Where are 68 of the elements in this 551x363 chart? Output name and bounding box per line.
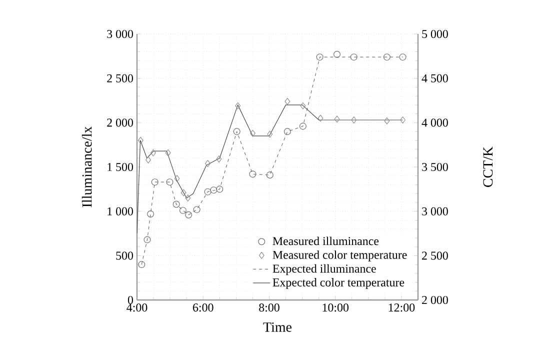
point: [350, 54, 358, 61]
point: [216, 186, 224, 193]
y-tick-label: 3 000: [107, 30, 134, 38]
point: [400, 116, 406, 124]
point: [165, 149, 171, 156]
y-tick-label: 0: [128, 296, 134, 304]
legend-label: Expected illuminance: [272, 264, 376, 276]
y2-tick-label: 2 000: [422, 296, 448, 304]
point: [179, 206, 186, 214]
point: [185, 211, 192, 218]
point: [266, 171, 274, 178]
y2-tick-label: 4 000: [422, 118, 448, 127]
y2-tick-label: 5 000: [422, 30, 448, 38]
x-tick-label: 12:00: [388, 304, 415, 312]
point: [250, 130, 256, 137]
point: [204, 188, 212, 196]
point: [316, 54, 324, 61]
point: [299, 122, 306, 130]
point: [205, 160, 210, 167]
y-tick-label: 500: [116, 252, 134, 260]
y-axis-title: Illuminance/lx: [82, 126, 92, 208]
point: [166, 178, 174, 186]
point: [146, 156, 151, 164]
point: [383, 54, 390, 61]
point: [174, 175, 180, 182]
y-tick-label: 1 000: [108, 207, 134, 216]
y2-tick-label: 2 500: [422, 252, 448, 260]
x-tick-label: 6:00: [193, 304, 214, 312]
y2-axis-title: CCT/K: [483, 146, 493, 187]
point: [334, 50, 340, 58]
point: [138, 136, 144, 144]
y2-tick-label: 3 500: [422, 162, 448, 172]
line-series: [137, 104, 404, 234]
point: [147, 210, 154, 218]
point: [138, 261, 146, 268]
point: [334, 116, 340, 123]
point: [351, 116, 357, 124]
point: [180, 189, 186, 196]
y-tick-label: 1 500: [108, 162, 134, 172]
point: [144, 236, 151, 244]
point: [193, 206, 200, 214]
point: [249, 170, 256, 178]
legend-label: Measured illuminance: [272, 236, 379, 246]
point: [284, 128, 291, 136]
legend-label: Expected color temperature: [272, 278, 404, 289]
legend-label: Measured color temperature: [272, 250, 407, 262]
point: [172, 200, 180, 208]
point: [399, 54, 406, 61]
point: [216, 156, 222, 163]
point: [150, 149, 156, 156]
point: [284, 98, 290, 105]
x-tick-label: 10:00: [322, 304, 349, 312]
point: [151, 178, 158, 186]
y2-tick-label: 4 500: [422, 74, 448, 82]
point: [185, 194, 191, 202]
x-tick-label: 4:00: [126, 304, 148, 312]
y-tick-label: 2 000: [107, 118, 134, 127]
point: [300, 102, 306, 110]
x-tick-label: 8:00: [259, 304, 280, 312]
point: [233, 128, 240, 136]
x-axis-title: Time: [263, 322, 292, 332]
y-tick-label: 2 500: [107, 74, 134, 82]
point: [384, 117, 390, 124]
y2-tick-label: 3 000: [422, 207, 448, 216]
point: [210, 186, 218, 194]
point: [318, 114, 324, 122]
point: [235, 102, 241, 110]
point: [267, 130, 273, 138]
